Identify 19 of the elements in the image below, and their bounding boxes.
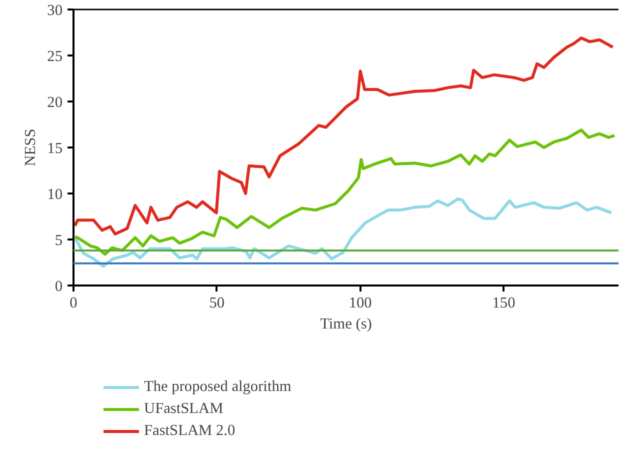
line-series	[74, 128, 616, 256]
y-tick-label: 0	[54, 278, 63, 295]
legend-label: The proposed algorithm	[144, 378, 292, 396]
y-tick-label: 25	[47, 48, 63, 65]
x-tick-label: 150	[492, 294, 516, 312]
y-axis-title: NESS	[22, 128, 40, 166]
y-tick-label: 10	[47, 186, 63, 203]
y-tick-label: 5	[54, 232, 63, 249]
y-tick-label: 15	[47, 140, 63, 157]
y-tick-label: 30	[47, 2, 63, 19]
legend-label: UFastSLAM	[144, 400, 224, 418]
y-tick-label: 20	[47, 94, 63, 111]
x-tick-label: 50	[209, 294, 225, 312]
x-tick-label: 0	[70, 294, 78, 312]
x-tick-label: 100	[348, 294, 372, 312]
x-axis-title: Time (s)	[320, 316, 372, 332]
line-series	[74, 198, 613, 268]
line-series	[74, 36, 614, 236]
legend-label: FastSLAM 2.0	[144, 422, 236, 440]
